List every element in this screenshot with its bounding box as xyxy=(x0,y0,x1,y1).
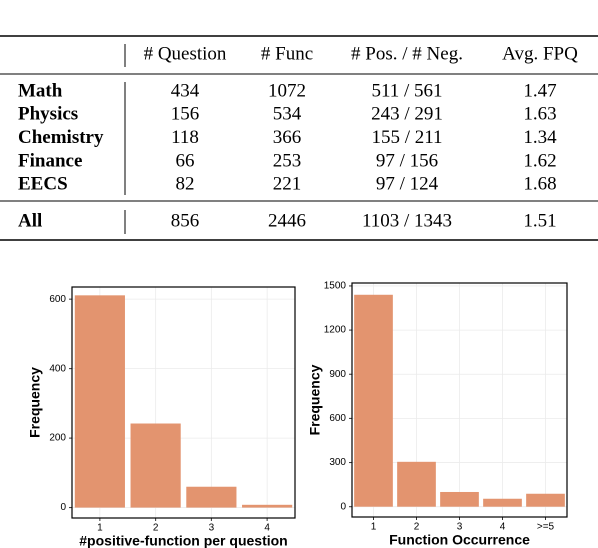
x-tick-label: 1 xyxy=(97,523,103,534)
x-tick-label: 2 xyxy=(153,523,159,534)
y-axis-label: Frequency xyxy=(307,364,323,435)
plot-border xyxy=(71,286,296,519)
row-label: All xyxy=(18,210,42,231)
x-axis-label: Function Occurrence xyxy=(389,532,530,548)
y-axis-label: Frequency xyxy=(27,367,43,438)
cell: 156 xyxy=(171,104,200,125)
chart: 0 300 600 900 1200 1500 1 2 3 4 >=5 Function Occurr… xyxy=(307,281,568,548)
cell: 1.62 xyxy=(523,150,556,171)
bar xyxy=(526,493,565,507)
row-label: Math xyxy=(18,80,63,101)
cell: 1072 xyxy=(268,80,306,101)
cell: 1.63 xyxy=(523,104,556,125)
row-label: Chemistry xyxy=(18,127,104,148)
x-tick-label: 4 xyxy=(500,522,506,533)
y-tick-label: 1500 xyxy=(324,281,347,292)
x-tick-label: 1 xyxy=(371,522,377,533)
cell: 534 xyxy=(273,104,302,125)
cell: 511 / 561 xyxy=(371,80,442,101)
row-label: Finance xyxy=(18,150,82,171)
plot-border xyxy=(351,282,568,518)
bar xyxy=(186,486,237,508)
cell: 243 / 291 xyxy=(371,104,443,125)
header-cell: # Func xyxy=(261,43,313,64)
cell: 1.68 xyxy=(523,174,556,195)
x-axis-label: #positive-function per question xyxy=(79,533,287,548)
cell: 82 xyxy=(176,174,195,195)
cell: 434 xyxy=(171,80,200,101)
x-tick-label: >=5 xyxy=(537,522,555,533)
cell: 1103 / 1343 xyxy=(362,210,452,231)
x-tick-label: 2 xyxy=(414,522,420,533)
cell: 118 xyxy=(171,127,199,148)
header-cell: Avg. FPQ xyxy=(502,43,578,64)
cell: 253 xyxy=(273,150,302,171)
cell: 856 xyxy=(171,210,200,231)
cell: 97 / 124 xyxy=(376,174,439,195)
bar xyxy=(130,423,181,508)
cell: 1.51 xyxy=(523,210,556,231)
x-tick-label: 4 xyxy=(264,523,270,534)
cell: 366 xyxy=(273,127,302,148)
bar xyxy=(483,498,522,507)
y-tick-label: 300 xyxy=(329,457,346,468)
cell: 1.47 xyxy=(523,80,556,101)
y-tick-label: 0 xyxy=(60,502,66,513)
row-label: EECS xyxy=(18,174,68,195)
row-label: Physics xyxy=(18,104,78,125)
bar xyxy=(440,491,479,507)
y-tick-label: 600 xyxy=(329,413,346,424)
y-tick-label: 200 xyxy=(49,433,66,444)
cell: 221 xyxy=(273,174,302,195)
y-tick-label: 900 xyxy=(329,369,346,380)
bar xyxy=(242,504,293,508)
cell: 1.34 xyxy=(523,127,557,148)
y-tick-label: 400 xyxy=(49,363,66,374)
bar xyxy=(354,294,393,507)
cell: 155 / 211 xyxy=(371,127,442,148)
table: # Question # Func # Pos. / # Neg. Avg. FPQ M… xyxy=(0,35,598,241)
y-tick-label: 1200 xyxy=(324,325,347,336)
cell: 66 xyxy=(176,150,195,171)
chart: 0 200 400 600 1 2 3 4#positive-function per que… xyxy=(27,286,296,548)
x-tick-label: 3 xyxy=(457,522,463,533)
cell: 2446 xyxy=(268,210,306,231)
y-tick-label: 0 xyxy=(340,501,346,512)
bar xyxy=(397,461,436,507)
header-cell: # Pos. / # Neg. xyxy=(351,43,463,64)
y-tick-label: 600 xyxy=(49,294,66,305)
bar xyxy=(74,295,125,508)
cell: 97 / 156 xyxy=(376,150,438,171)
header-cell: # Question xyxy=(144,43,227,64)
x-tick-label: 3 xyxy=(209,523,215,534)
